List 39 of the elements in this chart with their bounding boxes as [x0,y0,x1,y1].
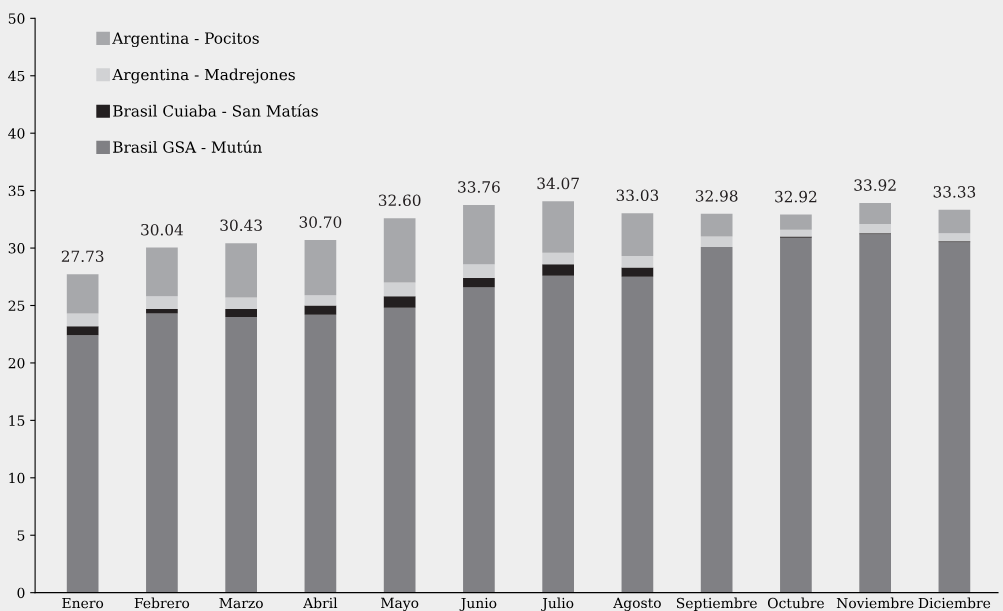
total-label: 30.43 [220,219,262,231]
y-tick-label: 50 [8,13,25,24]
y-tick-label: 25 [8,300,25,311]
total-label: 34.07 [537,177,579,190]
y-tick-label: 30 [8,243,25,254]
y-tick-label: 20 [8,357,25,369]
y-tick-label: 40 [8,128,25,139]
total-label: 27.73 [61,250,104,262]
x-tick-label: Noviembre [836,597,914,609]
y-tick-label: 10 [9,472,25,484]
legend-label: Brasil Cuiaba - San Matías [113,104,318,117]
total-label: 33.03 [616,189,659,202]
total-label: 33.92 [854,179,896,191]
x-tick-label: Abril [303,597,338,609]
total-label: 32.92 [775,190,817,203]
x-tick-label: Junio [459,597,497,611]
legend-label: Argentina - Pocitos [112,32,259,48]
total-label: 30.04 [141,223,183,236]
y-tick-label: 5 [17,530,25,541]
x-tick-label: Enero [62,597,104,609]
y-tick-label: 0 [17,587,25,599]
x-tick-label: Octubre [767,597,824,609]
x-tick-label: Mayo [380,597,419,611]
x-tick-label: Julio [541,597,574,611]
y-tick-label: 35 [8,185,25,197]
y-tick-label: 15 [9,415,25,426]
y-tick-label: 45 [8,70,25,82]
x-tick-label: Febrero [134,597,190,609]
x-tick-label: Agosto [613,597,661,611]
x-tick-label: Marzo [219,597,263,609]
x-tick-label: Diciembre [918,597,991,609]
total-label: 33.33 [933,186,976,198]
legend-label: Brasil GSA - Mutún [113,140,262,153]
total-label: 33.76 [458,181,500,193]
legend-label: Argentina - Madrejones [112,68,295,84]
x-tick-label: Septiembre [676,597,757,611]
total-label: 32.98 [695,190,738,202]
total-label: 30.70 [299,216,342,228]
total-label: 32.60 [378,194,421,207]
